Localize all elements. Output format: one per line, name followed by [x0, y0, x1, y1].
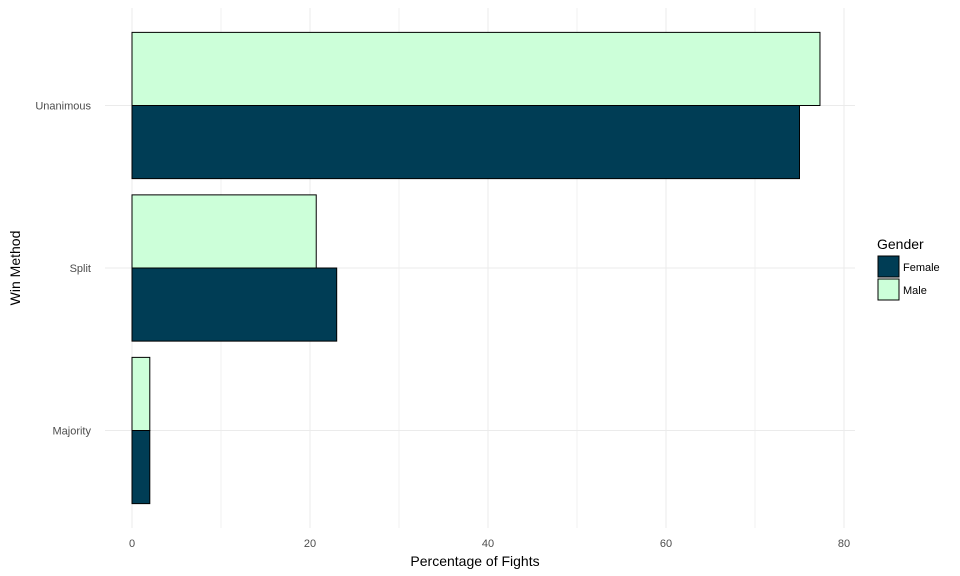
- y-tick-label: Unanimous: [35, 101, 91, 113]
- x-tick-label: 40: [482, 538, 494, 550]
- legend-label-female: Female: [903, 262, 940, 274]
- bar-male-unanimous: [131, 31, 821, 106]
- bar-female-majority: [131, 430, 151, 505]
- bar-male-split: [131, 194, 317, 269]
- legend-title: Gender: [877, 236, 924, 252]
- x-tick-label: 0: [129, 538, 135, 550]
- legend-key-female: [877, 255, 900, 278]
- y-tick-label: Majority: [52, 426, 91, 438]
- bar-female-split: [131, 267, 338, 342]
- legend-key-male: [877, 278, 900, 301]
- bars: [131, 31, 821, 505]
- bar-male-majority: [131, 356, 151, 431]
- y-tick-label: Split: [70, 263, 91, 275]
- x-tick-label: 80: [838, 538, 850, 550]
- legend: Gender Female Male: [877, 236, 940, 301]
- y-axis-title: Win Method: [7, 231, 23, 306]
- bar-female-unanimous: [131, 105, 800, 180]
- x-axis-ticks: 0 20 40 60 80: [129, 538, 850, 550]
- x-axis-title: Percentage of Fights: [410, 553, 539, 569]
- x-tick-label: 20: [304, 538, 316, 550]
- y-axis-ticks: Majority Split Unanimous: [35, 101, 91, 438]
- x-tick-label: 60: [660, 538, 672, 550]
- legend-label-male: Male: [903, 285, 927, 297]
